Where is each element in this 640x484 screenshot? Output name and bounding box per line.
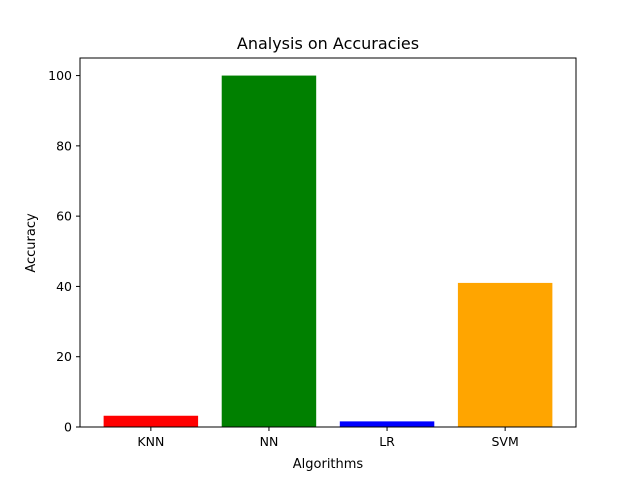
y-tick-label: 80	[56, 138, 72, 153]
y-tick-label: 100	[48, 68, 72, 83]
y-tick-label: 60	[56, 209, 72, 224]
bar-knn	[103, 415, 199, 427]
x-tick-label: NN	[260, 434, 279, 449]
x-tick-label: SVM	[492, 434, 519, 449]
bar-svm	[457, 282, 553, 427]
x-ticks-group: KNN NN LR SVM	[137, 427, 519, 449]
bar-lr	[339, 421, 435, 427]
y-tick-label: 40	[56, 279, 72, 294]
y-ticks-group: 0 20 40 60 80 100	[48, 68, 80, 435]
bar-nn	[221, 75, 317, 427]
plot-frame	[79, 57, 577, 428]
y-axis-label: Accuracy	[24, 213, 39, 273]
x-tick-label: KNN	[137, 434, 164, 449]
y-tick-label: 20	[56, 349, 72, 364]
x-axis-label: Algorithms	[293, 457, 364, 472]
bars-group	[103, 75, 553, 427]
y-tick-label: 0	[64, 420, 72, 435]
x-tick-label: LR	[379, 434, 395, 449]
chart-title: Analysis on Accuracies	[237, 34, 419, 53]
